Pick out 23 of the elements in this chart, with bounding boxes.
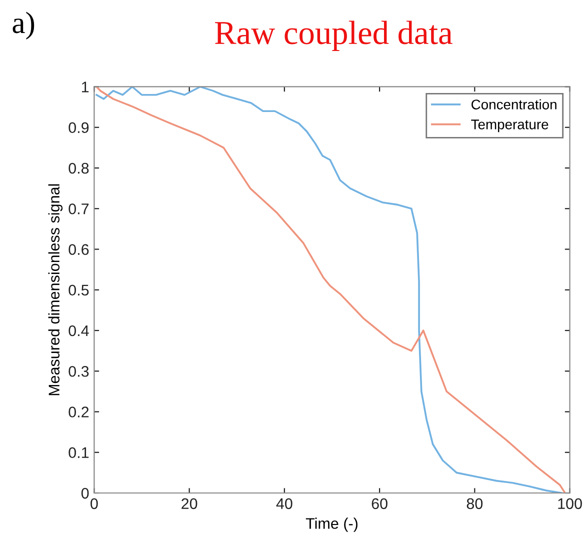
x-tick-label: 0: [90, 498, 98, 510]
y-tick-label: 1: [82, 82, 89, 92]
y-tick-label: 0: [81, 488, 89, 499]
y-tick-label: 0.3: [68, 366, 89, 377]
y-tick-label: 0.8: [68, 162, 89, 174]
text: a): [12, 12, 34, 40]
x-axis-title: Time (-): [306, 518, 358, 532]
x-tick-label: 100: [558, 498, 582, 510]
legend-label: Concentration: [472, 99, 556, 110]
y-tick-label: 0.4: [68, 325, 89, 336]
y-tick-label: 0.2: [68, 406, 89, 418]
y-tick-label: 0.9: [68, 122, 89, 134]
x-tick-label: 20: [182, 498, 198, 510]
y-tick-label: 0.5: [68, 284, 89, 296]
y-tick-label: 0.6: [68, 244, 89, 255]
x-tick-label: 60: [372, 498, 388, 510]
x-tick-label: 80: [466, 498, 483, 510]
y-axis-title: Measured dimensionless signal: [48, 184, 63, 396]
chart-title: Raw coupled data: [215, 20, 452, 52]
y-tick-label: 0.7: [68, 203, 89, 214]
x-tick-label: 40: [276, 498, 292, 510]
y-tick-label: 0.1: [68, 447, 89, 458]
legend-label: Temperature: [471, 120, 548, 132]
